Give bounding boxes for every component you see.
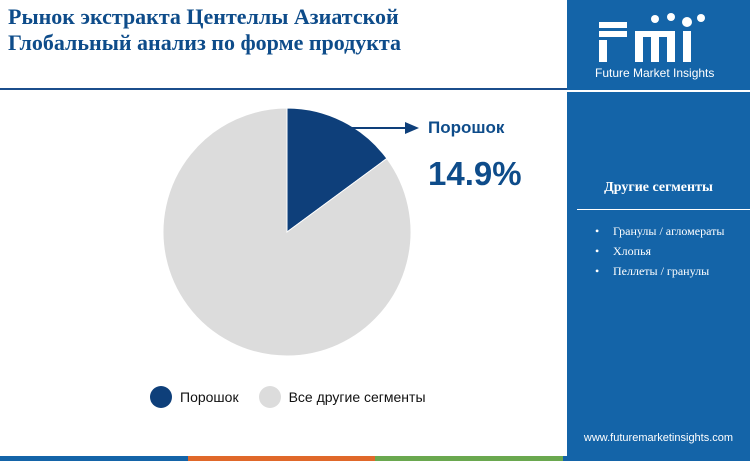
segment-label: Хлопья [613,244,652,258]
segment-label: Пеллеты / гранулы [613,264,710,278]
strip-segment [187,456,375,461]
legend-label-powder: Порошок [180,389,239,405]
callout-arrow-icon [345,122,419,134]
sidebar: fmi Future Market Insights Другие сегмен… [567,0,750,456]
pie-chart [162,107,412,357]
list-item: • Пеллеты / гранулы [567,262,750,281]
fmi-logo: fmi [599,13,719,62]
callout-value: 14.9% [428,155,522,192]
strip-segment [562,456,750,461]
pie-slice-0 [286,107,388,233]
other-segments-list: • Гранулы / агломераты • Хлопья • Пеллеты /… [567,222,750,282]
chart-legend: Порошок Все другие сегменты [150,386,446,408]
bullet-icon: • [595,244,600,258]
callout-label: Порошок [428,118,505,137]
list-item: • Хлопья [567,242,750,261]
legend-label-other: Все другие сегменты [288,389,426,405]
bottom-color-strip [0,456,750,461]
legend-swatch-powder [150,386,172,408]
legend-item-powder: Порошок [150,386,239,408]
other-segments-title: Другие сегменты [604,180,713,195]
legend-item-other: Все другие сегменты [258,386,426,408]
sidebar-divider [567,90,750,92]
bullet-icon: • [595,224,600,238]
other-segments-rule [577,209,750,210]
pie-slice-1 [162,107,412,357]
title-line-2: Глобальный анализ по форме продукта [8,30,401,55]
list-item: • Гранулы / агломераты [567,222,750,241]
segment-label: Гранулы / агломераты [613,224,725,238]
strip-segment [375,456,563,461]
logo-text: fmi [717,39,719,41]
website-link[interactable]: www.futuremarketinsights.com [583,432,734,444]
legend-swatch-other [258,386,281,408]
logo-tagline: Future Market Insights [595,66,715,80]
title-line-1: Рынок экстракта Центеллы Азиатской [8,4,399,29]
page-title: Рынок экстракта Центеллы Азиатской Глоба… [8,4,553,56]
strip-segment [0,456,188,461]
title-divider [0,88,567,90]
bullet-icon: • [595,264,600,278]
